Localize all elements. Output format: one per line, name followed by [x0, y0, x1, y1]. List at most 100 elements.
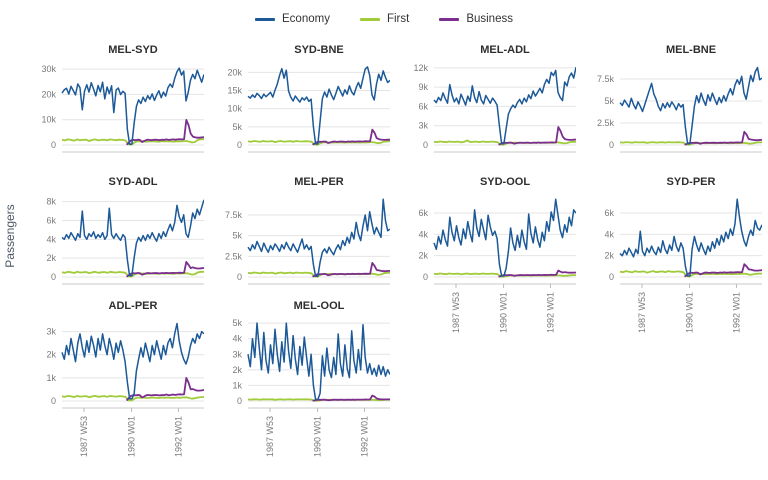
x-tick-label: 1990 W01 [127, 416, 137, 457]
y-tick-label: 12k [413, 63, 428, 73]
y-tick-label: 3k [46, 327, 56, 337]
facet-panel: 0 3k 6k 9k 12k [413, 63, 576, 153]
series-first [61, 138, 204, 146]
facet-title: SYD-PER [666, 176, 716, 188]
series-economy [619, 198, 762, 277]
facet-title: MEL-PER [294, 176, 344, 188]
y-tick-label: 1k [46, 373, 56, 383]
series-economy [247, 198, 390, 277]
y-tick-label: 2k [232, 365, 242, 375]
y-tick-label: 0 [237, 396, 242, 406]
series-business [312, 128, 390, 146]
y-tick-label: 8k [46, 197, 56, 207]
series-business [684, 263, 762, 278]
legend-item-first: First [359, 13, 410, 25]
y-tick-label: 6k [604, 208, 614, 218]
legend-item-economy: Economy [255, 13, 330, 25]
y-tick-label: 2k [418, 251, 428, 261]
y-tick-label: 6k [46, 215, 56, 225]
y-tick-label: 4k [604, 229, 614, 239]
y-tick-label: 0 [423, 140, 428, 150]
series-business [312, 262, 390, 278]
facet-title: MEL-BNE [665, 44, 717, 56]
x-tick-label: 1987 W53 [265, 416, 275, 457]
legend-label: Business [466, 13, 513, 25]
legend: Economy First Business [0, 8, 768, 30]
facet-title: MEL-ADL [480, 44, 530, 56]
x-tick-label: 1987 W53 [451, 292, 461, 333]
legend-label: Economy [282, 13, 330, 25]
y-tick-label: 1k [232, 380, 242, 390]
facet-panel: 0 2k 4k 6k 1987 W53 1990 W01 1992 W01 [604, 198, 762, 333]
y-tick-label: 2k [604, 251, 614, 261]
x-tick-label: 1987 W53 [79, 416, 89, 457]
facet-title: SYD-ADL [108, 176, 158, 188]
y-tick-label: 0 [51, 140, 56, 150]
y-tick-label: 3k [232, 349, 242, 359]
facet-title: SYD-BNE [294, 44, 344, 56]
series-business [684, 130, 762, 146]
y-tick-label: 10k [41, 115, 56, 125]
y-tick-label: 0 [51, 272, 56, 282]
x-tick-label: 1992 W01 [173, 416, 183, 457]
facet-panel: 0 2k 4k 6k 8k [46, 197, 204, 285]
y-tick-label: 2.5k [225, 251, 243, 261]
series-economy [433, 198, 576, 277]
facet-panel: 0 2.5k 5k 7.5k [597, 66, 762, 153]
y-tick-label: 0 [237, 272, 242, 282]
y-tick-label: 4k [46, 234, 56, 244]
y-tick-label: 5k [232, 318, 242, 328]
facet-panel: 0 1k 2k 3k 4k 5k 1987 W53 1990 W01 1992 W01 [232, 318, 390, 457]
series-first [619, 270, 762, 278]
facet-panel: 0 1k 2k 3k 1987 W53 1990 W01 1992 W01 [46, 322, 204, 457]
y-tick-label: 6k [418, 101, 428, 111]
y-tick-label: 2k [46, 253, 56, 263]
y-tick-label: 30k [41, 64, 56, 74]
legend-label: First [386, 13, 410, 25]
series-economy [247, 322, 390, 401]
series-economy [61, 67, 204, 145]
legend-line-swatch [255, 17, 276, 21]
x-tick-label: 1990 W01 [685, 292, 695, 333]
series-business [312, 394, 390, 402]
series-first [247, 140, 390, 146]
series-business [498, 126, 576, 146]
facet-panel: 0 2.5k 5k 7.5k [225, 198, 390, 285]
x-tick-label: 1992 W01 [359, 416, 369, 457]
legend-line-swatch [359, 17, 380, 21]
series-first [61, 395, 204, 402]
series-business [125, 377, 204, 402]
series-economy [433, 67, 576, 145]
x-tick-label: 1992 W01 [545, 292, 555, 333]
y-tick-label: 7.5k [597, 74, 615, 84]
y-tick-label: 9k [418, 82, 428, 92]
facet-title: SYD-OOL [479, 176, 531, 188]
y-tick-label: 7.5k [225, 210, 243, 220]
x-tick-label: 1990 W01 [313, 416, 323, 457]
y-tick-label: 0 [609, 272, 614, 282]
x-tick-label: 1990 W01 [499, 292, 509, 333]
y-tick-label: 2.5k [597, 118, 615, 128]
y-axis-title: Passengers [3, 204, 17, 268]
series-economy [619, 66, 762, 145]
y-tick-label: 0 [609, 140, 614, 150]
x-tick-label: 1987 W53 [637, 292, 647, 333]
facet-title: MEL-SYD [108, 44, 158, 56]
y-tick-label: 4k [418, 229, 428, 239]
y-tick-label: 0 [423, 272, 428, 282]
y-tick-label: 15k [227, 86, 242, 96]
legend-line-swatch [439, 17, 460, 21]
y-tick-label: 20k [227, 67, 242, 77]
y-tick-label: 20k [41, 89, 56, 99]
y-tick-label: 5k [232, 122, 242, 132]
y-tick-label: 5k [232, 231, 242, 241]
y-tick-label: 3k [418, 121, 428, 131]
y-tick-label: 0 [51, 396, 56, 406]
y-tick-label: 6k [418, 208, 428, 218]
facet-title: ADL-PER [108, 300, 158, 312]
y-tick-label: 2k [46, 350, 56, 360]
x-tick-label: 1992 W01 [731, 292, 741, 333]
facet-panel: 0 2k 4k 6k 1987 W53 1990 W01 1992 W01 [418, 198, 576, 333]
y-tick-label: 0 [237, 140, 242, 150]
